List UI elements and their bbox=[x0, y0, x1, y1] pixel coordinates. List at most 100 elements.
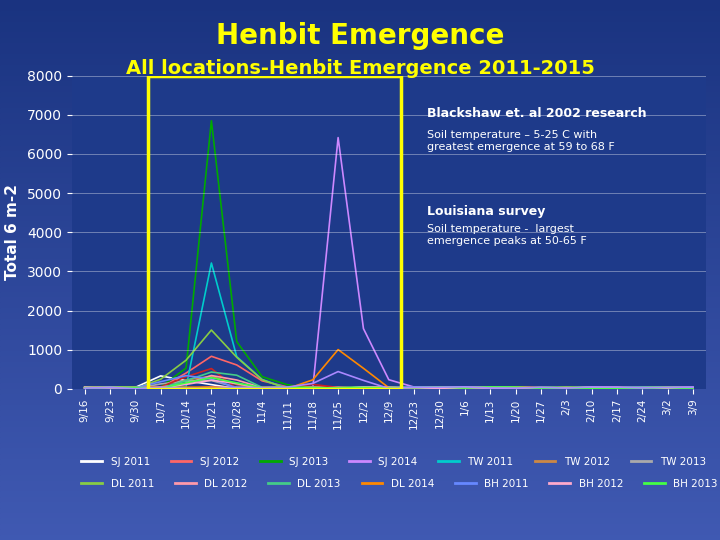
DL 2014 bbox=[562, 386, 570, 392]
BH 2011 bbox=[613, 384, 621, 390]
DL 2013 bbox=[435, 384, 444, 390]
TW 2011 bbox=[486, 384, 495, 390]
BH 2013 bbox=[156, 385, 165, 392]
SJ 2014 bbox=[359, 326, 368, 332]
SJ 2011 bbox=[486, 385, 495, 392]
TW 2011 bbox=[410, 384, 418, 390]
TW 2011 bbox=[334, 385, 343, 392]
DL 2011 bbox=[638, 386, 647, 392]
TW 2013 bbox=[536, 386, 545, 392]
BH 2011 bbox=[486, 385, 495, 392]
BH 2011 bbox=[688, 384, 697, 390]
SJ 2011 bbox=[688, 384, 697, 391]
BH 2014 bbox=[233, 384, 241, 390]
DL 2012 bbox=[334, 384, 343, 390]
BH 2012 bbox=[536, 384, 545, 391]
TW 2013 bbox=[233, 384, 241, 391]
BH 2012 bbox=[207, 377, 216, 383]
TW 2011 bbox=[688, 385, 697, 392]
BH 2014 bbox=[688, 384, 697, 390]
Text: Soil temperature -  largest
emergence peaks at 50-65 F: Soil temperature - largest emergence pea… bbox=[427, 225, 587, 246]
BH 2013 bbox=[562, 386, 570, 392]
BH 2012 bbox=[562, 385, 570, 392]
DL 2011 bbox=[106, 386, 114, 392]
BH 2011 bbox=[588, 384, 596, 391]
TW 2013 bbox=[258, 384, 266, 390]
BH 2014 bbox=[486, 385, 495, 392]
SJ 2011 bbox=[181, 377, 190, 384]
TW 2013 bbox=[81, 384, 89, 390]
SJ 2013 bbox=[308, 385, 317, 392]
SJ 2014 bbox=[588, 384, 596, 391]
SJ 2013 bbox=[359, 385, 368, 392]
SJ 2013 bbox=[461, 384, 469, 391]
BH 2012 bbox=[334, 386, 343, 392]
TW 2012 bbox=[308, 384, 317, 390]
SJ 2014 bbox=[562, 384, 570, 390]
SJ 2011 bbox=[308, 384, 317, 390]
TW 2011 bbox=[359, 385, 368, 392]
SJ 2012 bbox=[308, 383, 317, 390]
SJ 2013 bbox=[536, 386, 545, 392]
BH 2012 bbox=[359, 384, 368, 390]
SJ 2014 bbox=[486, 384, 495, 390]
DL 2012 bbox=[461, 384, 469, 390]
BH 2013 bbox=[131, 384, 140, 391]
SJ 2012 bbox=[283, 384, 292, 390]
TW 2012 bbox=[461, 384, 469, 390]
SJ 2014 bbox=[334, 134, 343, 141]
BH 2012 bbox=[588, 384, 596, 391]
TW 2012 bbox=[536, 385, 545, 392]
BH 2013 bbox=[486, 384, 495, 390]
DL 2012 bbox=[156, 384, 165, 390]
TW 2011 bbox=[663, 386, 672, 392]
SJ 2011 bbox=[359, 383, 368, 390]
SJ 2011 bbox=[106, 384, 114, 390]
DL 2011 bbox=[536, 384, 545, 391]
DL 2013 bbox=[638, 384, 647, 390]
TW 2014 bbox=[106, 384, 114, 390]
DL 2012 bbox=[638, 383, 647, 390]
DL 2013 bbox=[511, 384, 520, 390]
SJ 2012 bbox=[435, 384, 444, 391]
DL 2014 bbox=[638, 385, 647, 392]
BH 2012 bbox=[258, 386, 266, 392]
TW 2014 bbox=[486, 384, 495, 390]
TW 2013 bbox=[688, 384, 697, 391]
Text: Henbit Emergence: Henbit Emergence bbox=[216, 22, 504, 50]
BH 2011 bbox=[106, 384, 114, 391]
TW 2014 bbox=[688, 384, 697, 390]
SJ 2014 bbox=[233, 384, 241, 391]
TW 2012 bbox=[688, 385, 697, 392]
BH 2012 bbox=[511, 385, 520, 392]
BH 2014 bbox=[207, 386, 216, 392]
SJ 2013 bbox=[663, 384, 672, 390]
DL 2011 bbox=[181, 357, 190, 363]
SJ 2012 bbox=[410, 384, 418, 391]
BH 2013 bbox=[536, 385, 545, 392]
BH 2011 bbox=[207, 376, 216, 382]
Bar bbox=[148, 76, 402, 389]
TW 2011 bbox=[207, 260, 216, 266]
BH 2012 bbox=[688, 384, 697, 391]
SJ 2011 bbox=[334, 386, 343, 392]
SJ 2012 bbox=[181, 370, 190, 376]
DL 2013 bbox=[181, 377, 190, 384]
TW 2012 bbox=[233, 381, 241, 388]
DL 2013 bbox=[283, 384, 292, 391]
TW 2013 bbox=[334, 385, 343, 392]
BH 2013 bbox=[359, 384, 368, 391]
BH 2012 bbox=[308, 386, 317, 392]
SJ 2011 bbox=[156, 373, 165, 379]
DL 2011 bbox=[562, 384, 570, 390]
DL 2014 bbox=[207, 384, 216, 390]
TW 2014 bbox=[435, 385, 444, 392]
TW 2014 bbox=[588, 385, 596, 392]
Line: TW 2011: TW 2011 bbox=[85, 263, 693, 389]
DL 2014 bbox=[106, 384, 114, 390]
TW 2013 bbox=[613, 386, 621, 392]
DL 2012 bbox=[359, 385, 368, 392]
SJ 2014 bbox=[258, 385, 266, 392]
TW 2014 bbox=[156, 384, 165, 390]
TW 2013 bbox=[663, 385, 672, 392]
